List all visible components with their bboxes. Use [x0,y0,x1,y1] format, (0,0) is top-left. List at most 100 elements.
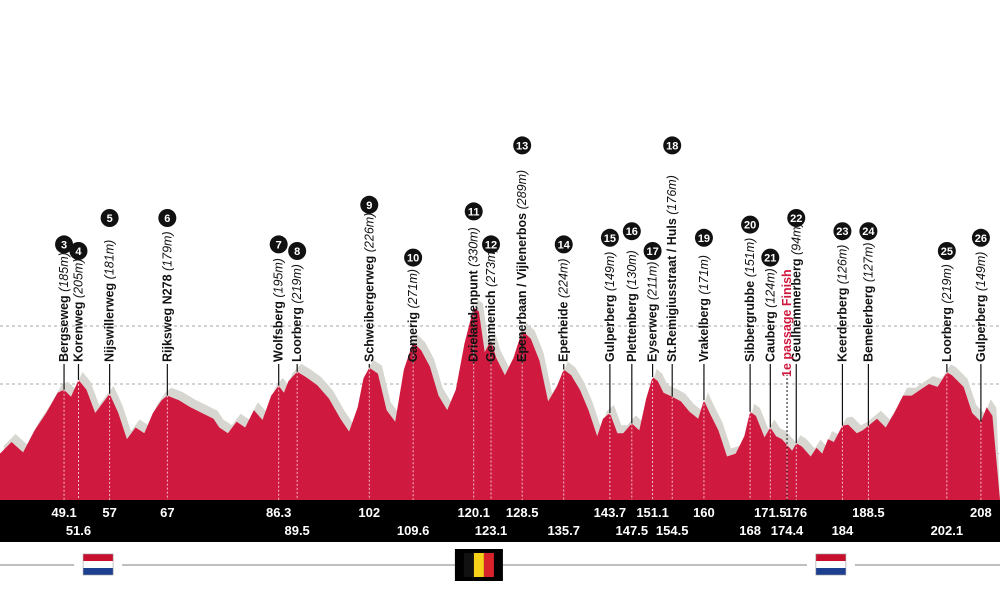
climb-name-3: Bergseweg [57,292,71,362]
climb-label-5: Nijswillerweg (181m) [103,240,117,362]
climb-badge-24 [859,222,878,241]
climb-height-21: (124m) [763,268,777,308]
climb-badge-16 [622,222,641,241]
climb-height-18: (176m) [665,175,679,215]
flag-netherlands-0 [74,553,123,577]
climb-height-12: (273m) [484,247,498,287]
climb-name-7: Wolfsberg [272,298,286,362]
climb-name-9: Schweibergerweg [362,252,376,362]
km-label-49.1: 49.1 [51,505,76,520]
climb-number-4: 4 [75,246,82,258]
climb-name-12: Gemmenich [484,287,498,362]
climb-number-18: 18 [666,140,678,152]
climb-name-6: Rijksweg N278 [160,271,174,362]
km-label-102: 102 [358,505,380,520]
climb-name-13: Epenerbaan / Vijlenerbos [515,209,529,362]
climb-height-6: (179m) [160,231,174,271]
km-label-89.5: 89.5 [284,523,309,538]
km-label-208: 208 [970,505,992,520]
km-label-151.1: 151.1 [636,505,669,520]
climb-number-7: 7 [276,239,282,251]
climb-badge-21 [761,248,780,267]
climb-height-25: (219m) [940,264,954,304]
km-label-51.6: 51.6 [66,523,91,538]
flag-netherlands-2 [806,553,855,577]
climb-badge-19 [694,228,713,247]
climb-name-10: Camerig [406,309,420,363]
climb-height-14: (224m) [557,258,571,298]
climb-badge-5 [100,209,119,227]
climb-height-4: (205m) [71,259,85,299]
climb-label-24: Bemelerberg (127m) [861,243,875,363]
climb-number-21: 21 [764,253,776,265]
climb-name-5: Nijswillerweg [103,279,117,362]
climb-label-23: Keerderberg (126m) [835,245,849,362]
climb-number-14: 14 [558,239,571,251]
climb-height-22: (94m) [789,222,803,255]
km-label-135.7: 135.7 [547,523,580,538]
km-label-171.5: 171.5 [754,505,787,520]
climb-label-21: Cauberg (124m) [763,268,777,362]
climb-label-6: Rijksweg N278 (179m) [160,231,174,362]
flag-belgium-1 [454,549,503,581]
climb-label-9: Schweibergerweg (226m) [362,213,376,362]
climb-label-19: Vrakelberg (171m) [697,255,711,362]
climb-label-15: Gulperberg (149m) [603,252,617,362]
climb-badge-13 [513,136,532,155]
climb-badge-11 [464,202,483,221]
climb-height-23: (126m) [835,245,849,285]
climb-label-10: Camerig (271m) [406,269,420,362]
climb-number-23: 23 [836,226,848,238]
km-label-184: 184 [832,523,854,538]
km-label-120.1: 120.1 [457,505,490,520]
km-bar [0,500,1000,542]
country-flags [0,549,1000,581]
climb-number-3: 3 [61,239,67,251]
climb-label-26: Gulperberg (149m) [974,252,988,362]
km-markers: 49.1 51.6 57 67 86.3 89.5 102 109.6 120.1 123.1 12… [51,505,991,538]
climb-name-24: Bemelerberg [861,282,875,362]
climb-number-6: 6 [164,213,170,225]
climb-name-8: Loorberg [290,304,304,362]
climb-label-16: Plettenberg (130m) [625,250,639,362]
climb-number-16: 16 [626,226,638,238]
climb-badge-26 [971,228,990,247]
climb-number-20: 20 [744,220,756,232]
climb-height-11: (330m) [467,227,481,267]
climb-number-15: 15 [604,233,616,245]
climb-badge-25 [937,242,956,260]
climb-label-7: Wolfsberg (195m) [272,258,286,362]
climb-label-20: Sibbergrubbe (151m) [743,238,757,362]
km-label-168: 168 [739,523,761,538]
km-label-174.4: 174.4 [771,523,804,538]
climb-height-3: (185m) [57,252,71,292]
climb-name-20: Sibbergrubbe [743,277,757,362]
climb-name-17: Eyserweg [646,300,660,362]
km-label-160: 160 [693,505,715,520]
climb-label-8: Loorberg (219m) [290,264,304,362]
km-label-143.7: 143.7 [594,505,627,520]
climb-number-8: 8 [294,246,300,258]
climb-badge-23 [833,222,852,241]
km-label-176: 176 [785,505,807,520]
climb-height-5: (181m) [103,240,117,280]
climb-height-16: (130m) [625,250,639,290]
climb-label-25: Loorberg (219m) [940,264,954,362]
climb-name-22: Geulhemmerberg [789,255,803,362]
climb-number-11: 11 [468,206,480,218]
km-label-109.6: 109.6 [397,523,430,538]
climb-height-24: (127m) [861,243,875,283]
km-label-86.3: 86.3 [266,505,291,520]
climb-number-19: 19 [698,233,710,245]
climb-name-19: Vrakelberg [697,295,711,362]
climb-name-18: St.Remigiusstraat / Huls [665,215,679,362]
climb-number-26: 26 [975,233,987,245]
climb-name-11: Drielandenpunt [467,267,481,362]
climb-name-25: Loorberg [940,304,954,362]
climb-badge-17 [643,242,662,260]
climb-name-23: Keerderberg [835,284,849,362]
climb-badge-22 [787,209,806,227]
climb-height-15: (149m) [603,252,617,292]
